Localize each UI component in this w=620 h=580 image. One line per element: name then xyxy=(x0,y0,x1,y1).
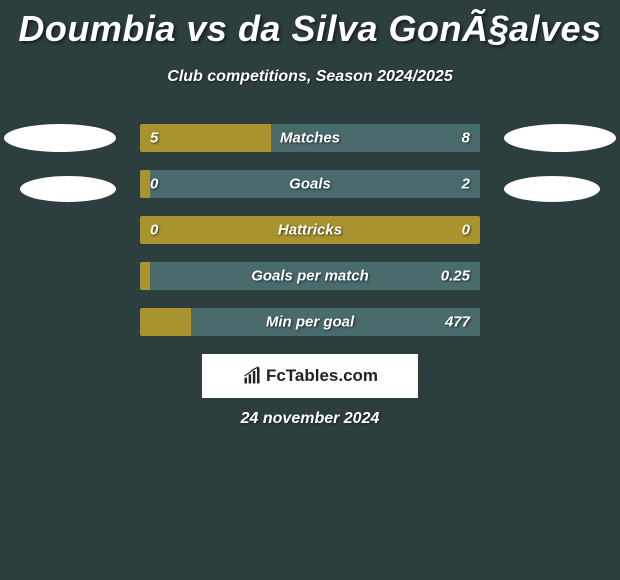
chart-icon xyxy=(242,366,262,386)
bar-label: Hattricks xyxy=(140,222,480,239)
bar-label: Goals per match xyxy=(140,268,480,285)
player1-photo-placeholder-1 xyxy=(4,124,116,152)
player1-photo-placeholder-2 xyxy=(20,176,116,202)
bar-value-right: 477 xyxy=(445,314,470,331)
player2-photo-placeholder-1 xyxy=(504,124,616,152)
bar-value-right: 8 xyxy=(462,130,470,147)
watermark-text: FcTables.com xyxy=(266,366,378,386)
bars-container: 5Matches80Goals20Hattricks0Goals per mat… xyxy=(140,124,480,354)
player2-photo-placeholder-2 xyxy=(504,176,600,202)
bar-label: Matches xyxy=(140,130,480,147)
bar-value-right: 2 xyxy=(462,176,470,193)
bar-label: Goals xyxy=(140,176,480,193)
bar-value-right: 0.25 xyxy=(441,268,470,285)
chart-title: Doumbia vs da Silva GonÃ§alves xyxy=(0,0,620,50)
date-text: 24 november 2024 xyxy=(0,410,620,428)
bar-row: 0Goals2 xyxy=(140,170,480,198)
bar-row: 0Hattricks0 xyxy=(140,216,480,244)
bar-row: Min per goal477 xyxy=(140,308,480,336)
bar-row: 5Matches8 xyxy=(140,124,480,152)
bar-label: Min per goal xyxy=(140,314,480,331)
watermark: FcTables.com xyxy=(202,354,418,398)
bar-value-right: 0 xyxy=(462,222,470,239)
chart-subtitle: Club competitions, Season 2024/2025 xyxy=(0,68,620,86)
bar-row: Goals per match0.25 xyxy=(140,262,480,290)
